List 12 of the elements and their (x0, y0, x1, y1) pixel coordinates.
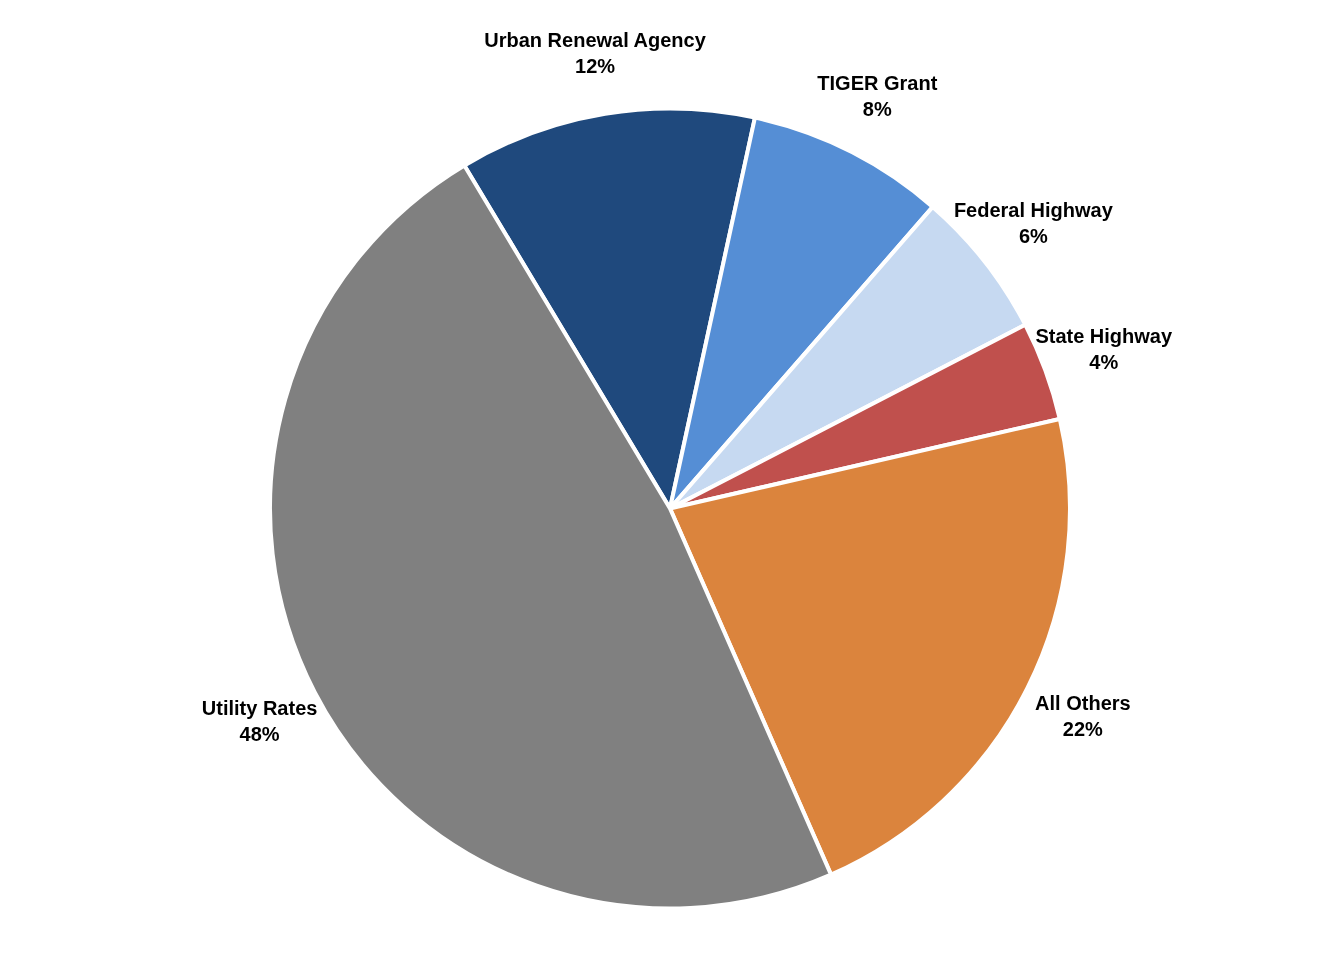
slice-label: Federal Highway (953, 199, 1114, 222)
data-label: 6% (1018, 225, 1049, 248)
data-label: 12% (575, 54, 616, 77)
data-label: 8% (862, 97, 892, 120)
slice-label: All Others (1035, 691, 1131, 714)
slice-label: Utility Rates (201, 696, 318, 719)
data-label: 48% (239, 722, 280, 745)
slice-label: TIGER Grant (817, 71, 938, 94)
data-label: 4% (1089, 351, 1119, 374)
slice-label: State Highway (1035, 325, 1173, 348)
data-label: 22% (1062, 717, 1104, 740)
slice-label: Urban Renewal Agency (484, 28, 707, 51)
